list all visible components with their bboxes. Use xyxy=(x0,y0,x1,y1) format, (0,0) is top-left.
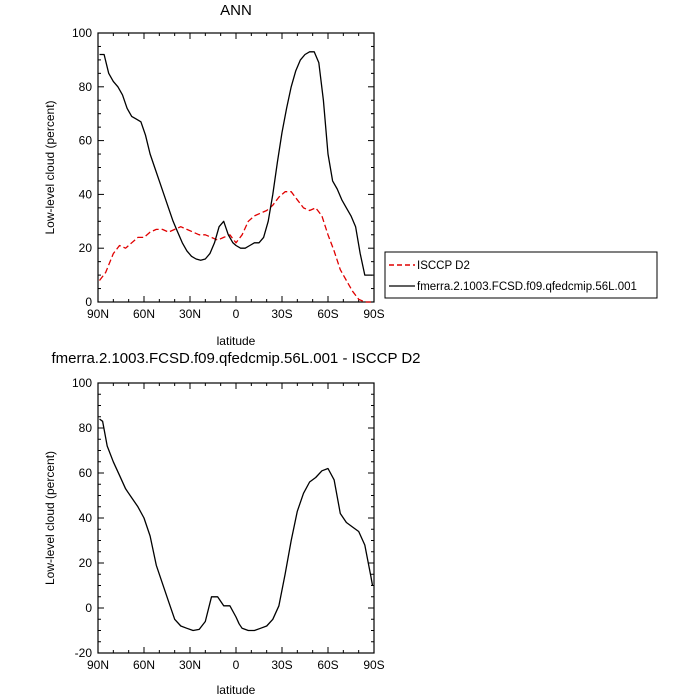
legend-label-model: fmerra.2.1003.FCSD.f09.qfedcmip.56L.001 xyxy=(417,281,637,293)
y-tick-label: 0 xyxy=(85,295,92,309)
x-tick-label: 30N xyxy=(179,658,201,672)
top-chart-frame xyxy=(97,32,375,303)
y-tick-label: 20 xyxy=(79,556,93,570)
top-chart-title: ANN xyxy=(220,2,252,19)
y-tick-label: 20 xyxy=(79,241,93,255)
y-tick-label: 100 xyxy=(72,26,92,40)
top-chart-y-axis-label: Low-level cloud (percent) xyxy=(43,100,57,234)
x-tick-label: 0 xyxy=(233,658,240,672)
top-chart: ANN 90N 60N 30N 0 30S 60S 90S 0 20 40 60 80 100 lat… xyxy=(43,2,658,348)
top-chart-x-axis-label: latitude xyxy=(217,334,256,348)
bottom-chart-frame xyxy=(97,382,375,654)
y-tick-label: 40 xyxy=(79,187,93,201)
isccp-series-line xyxy=(98,191,371,303)
legend-label-isccp: ISCCP D2 xyxy=(417,260,470,272)
top-chart-series xyxy=(98,51,373,303)
top-chart-ticks xyxy=(97,32,375,303)
bottom-chart-x-axis-label: latitude xyxy=(217,683,256,697)
y-tick-label: -20 xyxy=(75,646,93,660)
x-tick-label: 90N xyxy=(87,307,109,321)
x-tick-label: 30S xyxy=(271,307,292,321)
top-chart-legend: ISCCP D2 fmerra.2.1003.FCSD.f09.qfedcmip… xyxy=(384,251,658,299)
bottom-chart-ticks xyxy=(97,382,375,654)
x-tick-label: 60N xyxy=(133,307,155,321)
y-tick-label: 80 xyxy=(79,80,93,94)
model-series-line xyxy=(99,51,373,276)
x-tick-label: 60S xyxy=(317,658,338,672)
top-chart-x-tick-labels: 90N 60N 30N 0 30S 60S 90S xyxy=(87,307,385,321)
x-tick-label: 30N xyxy=(179,307,201,321)
x-tick-label: 0 xyxy=(233,307,240,321)
y-tick-label: 60 xyxy=(79,134,93,148)
bottom-chart-series xyxy=(99,418,374,632)
x-tick-label: 60N xyxy=(133,658,155,672)
bottom-chart-x-tick-labels: 90N 60N 30N 0 30S 60S 90S xyxy=(87,658,385,672)
top-chart-y-tick-labels: 0 20 40 60 80 100 xyxy=(72,26,92,309)
difference-series-line xyxy=(99,418,374,632)
x-tick-label: 90S xyxy=(363,658,384,672)
x-tick-label: 90N xyxy=(87,658,109,672)
y-tick-label: 80 xyxy=(79,421,93,435)
bottom-chart: fmerra.2.1003.FCSD.f09.qfedcmip.56L.001 … xyxy=(43,350,421,697)
x-tick-label: 90S xyxy=(363,307,384,321)
y-tick-label: 100 xyxy=(72,376,92,390)
bottom-chart-title: fmerra.2.1003.FCSD.f09.qfedcmip.56L.001 … xyxy=(51,350,420,367)
y-tick-label: 40 xyxy=(79,511,93,525)
x-tick-label: 30S xyxy=(271,658,292,672)
y-tick-label: 60 xyxy=(79,466,93,480)
legend-box xyxy=(384,251,658,299)
bottom-chart-y-axis-label: Low-level cloud (percent) xyxy=(43,451,57,585)
y-tick-label: 0 xyxy=(85,601,92,615)
bottom-chart-y-tick-labels: -20 0 20 40 60 80 100 xyxy=(72,376,92,660)
x-tick-label: 60S xyxy=(317,307,338,321)
